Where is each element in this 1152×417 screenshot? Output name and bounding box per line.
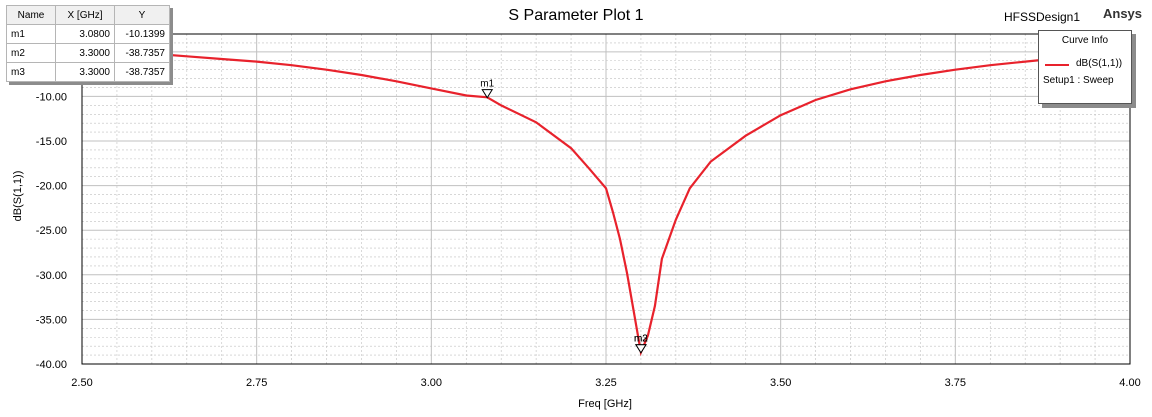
chart-grid: [81, 33, 1131, 365]
plot-area: [81, 33, 1131, 365]
y-tick-label: -10.00: [36, 91, 67, 103]
marker-triangle-icon: [635, 344, 647, 354]
series-line-s11[interactable]: [81, 49, 1131, 357]
marker-name: m2: [6, 43, 56, 63]
marker-x: 3.3000: [55, 62, 115, 82]
x-tick-label: 3.00: [421, 377, 442, 389]
marker-label: m1: [480, 79, 494, 90]
x-tick-label: 3.75: [945, 377, 966, 389]
marker-triangle-icon: [481, 89, 494, 99]
table-row[interactable]: m3 3.3000 -38.7357: [6, 62, 170, 82]
table-row[interactable]: m2 3.3000 -38.7357: [6, 43, 170, 63]
x-tick-label: 3.25: [595, 377, 616, 389]
column-header-name: Name: [6, 5, 56, 25]
marker-label: m2: [634, 334, 648, 345]
column-header-y: Y: [114, 5, 170, 25]
legend-series-label: dB(S(1,1)): [1076, 58, 1123, 69]
y-axis-label: dB(S(1,1)): [12, 170, 24, 222]
marker-y: -10.1399: [114, 24, 170, 44]
x-tick-label: 4.00: [1119, 377, 1140, 389]
marker-x: 3.0800: [55, 24, 115, 44]
table-row[interactable]: m1 3.0800 -10.1399: [6, 24, 170, 44]
marker-table-header: Name X [GHz] Y: [6, 5, 170, 25]
y-tick-label: -20.00: [36, 181, 67, 193]
brand-logo: Ansys: [1103, 6, 1143, 21]
y-tick-label: -15.00: [36, 136, 67, 148]
legend-line-swatch: [1045, 64, 1069, 66]
x-tick-label: 3.50: [770, 377, 791, 389]
chart-title: S Parameter Plot 1: [508, 7, 644, 24]
marker-x: 3.3000: [55, 43, 115, 63]
x-axis-label: Freq [GHz]: [578, 398, 632, 410]
marker-y: -38.7357: [114, 43, 170, 63]
legend-setup-label: Setup1 : Sweep: [1043, 75, 1114, 86]
y-tick-label: -25.00: [36, 225, 67, 237]
chart-ticks: 2.50 2.75 3.00 3.25 3.50 3.75 4.00 -10.00 -15.00…: [36, 91, 1141, 389]
marker-y: -38.7357: [114, 62, 170, 82]
y-tick-label: -30.00: [36, 270, 67, 282]
design-name: HFSSDesign1: [1004, 10, 1081, 24]
x-tick-label: 2.75: [246, 377, 267, 389]
marker-m3[interactable]: m3: [634, 334, 648, 354]
curve-info-legend[interactable]: Curve Info dB(S(1,1)) Setup1 : Sweep: [1038, 30, 1132, 104]
marker-label: m3: [634, 334, 648, 345]
column-header-x: X [GHz]: [55, 5, 115, 25]
marker-name: m1: [6, 24, 56, 44]
marker-name: m3: [6, 62, 56, 82]
x-tick-label: 2.50: [71, 377, 92, 389]
marker-table[interactable]: Name X [GHz] Y m1 3.0800 -10.1399 m2 3.3…: [6, 5, 170, 82]
marker-m1[interactable]: m1: [480, 79, 495, 99]
y-tick-label: -35.00: [36, 314, 67, 326]
y-tick-label: -40.00: [36, 359, 67, 371]
legend-header: Curve Info: [1061, 35, 1109, 46]
